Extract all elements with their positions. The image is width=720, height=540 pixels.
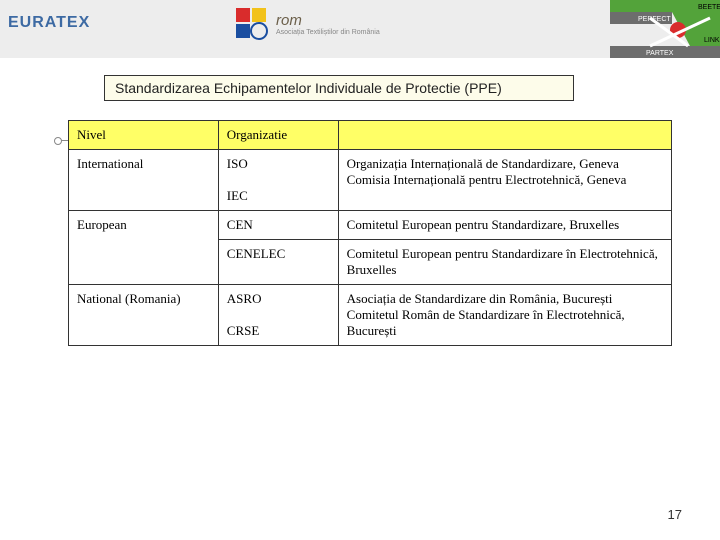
- link-label: LINK: [704, 37, 720, 44]
- header-organizatie: Organizatie: [218, 121, 338, 150]
- cell-desc: Asociația de Standardizare din România, …: [338, 285, 671, 346]
- euratex-logo: EURATEX: [8, 14, 90, 32]
- center-logo-icon: [232, 4, 272, 44]
- cell-nivel: European: [69, 211, 219, 285]
- table-row: European CEN Comitetul European pentru S…: [69, 211, 672, 240]
- slide-title: Standardizarea Echipamentelor Individual…: [104, 75, 574, 101]
- cell-orgs: ASRO CRSE: [218, 285, 338, 346]
- cell-desc: Comitetul European pentru Standardizare,…: [338, 211, 671, 240]
- partex-label: PARTEX: [646, 50, 674, 57]
- page-number: 17: [668, 507, 682, 522]
- header-nivel: Nivel: [69, 121, 219, 150]
- cell-orgs: CEN: [218, 211, 338, 240]
- center-logo: rom Asociația Textiliștilor din România: [232, 4, 380, 44]
- table-row: International ISO IEC Organizația Intern…: [69, 150, 672, 211]
- header-desc: [338, 121, 671, 150]
- standards-table: Nivel Organizatie International ISO IEC …: [68, 120, 672, 346]
- cell-desc: Comitetul European pentru Standardizare …: [338, 240, 671, 285]
- cell-orgs: ISO IEC: [218, 150, 338, 211]
- beetex-label: BEETEX: [698, 4, 720, 11]
- table-row: National (Romania) ASRO CRSE Asociația d…: [69, 285, 672, 346]
- right-logo: BEETEX PERFECT LINK PARTEX: [610, 0, 720, 58]
- cell-nivel: International: [69, 150, 219, 211]
- center-logo-subtext: Asociația Textiliștilor din România: [276, 29, 380, 36]
- center-logo-text: rom: [276, 12, 380, 29]
- cell-nivel: National (Romania): [69, 285, 219, 346]
- cell-orgs: CENELEC: [218, 240, 338, 285]
- table-header-row: Nivel Organizatie: [69, 121, 672, 150]
- header-bar: EURATEX rom Asociația Textiliștilor din …: [0, 0, 720, 58]
- cell-desc: Organizația Internațională de Standardiz…: [338, 150, 671, 211]
